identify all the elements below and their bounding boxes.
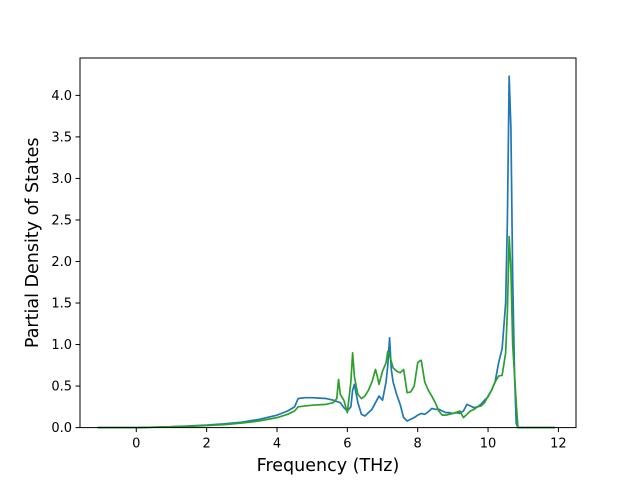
x-tick-label: 2 [202, 437, 210, 452]
y-axis-label: Partial Density of States [23, 138, 43, 349]
x-axis-label: Frequency (THz) [257, 456, 400, 476]
y-tick-label: 0.5 [51, 380, 72, 395]
x-tick-label: 0 [132, 437, 140, 452]
x-tick-label: 8 [414, 437, 422, 452]
plot-frame [79, 57, 577, 429]
x-tick-label: 4 [273, 437, 281, 452]
x-axis-ticks: 0 2 4 6 8 10 12 [132, 427, 567, 452]
y-axis-ticks: 0.0 0.5 1.0 1.5 2.0 2.5 3.0 3.5 4.0 [51, 89, 80, 436]
series-line-2 [97, 235, 555, 429]
y-tick-label: 3.0 [51, 172, 72, 187]
x-tick-label: 10 [480, 437, 497, 452]
series-layer [97, 75, 555, 429]
x-tick-label: 12 [550, 437, 567, 452]
y-tick-label: 1.5 [51, 297, 72, 312]
y-tick-label: 2.5 [51, 213, 72, 228]
y-tick-label: 1.0 [51, 338, 72, 353]
x-tick-label: 6 [343, 437, 351, 452]
y-tick-label: 4.0 [51, 89, 72, 104]
plot-background [80, 58, 576, 428]
y-tick-label: 2.0 [51, 255, 72, 270]
y-tick-label: 0.0 [51, 421, 72, 436]
y-tick-label: 3.5 [51, 130, 72, 145]
